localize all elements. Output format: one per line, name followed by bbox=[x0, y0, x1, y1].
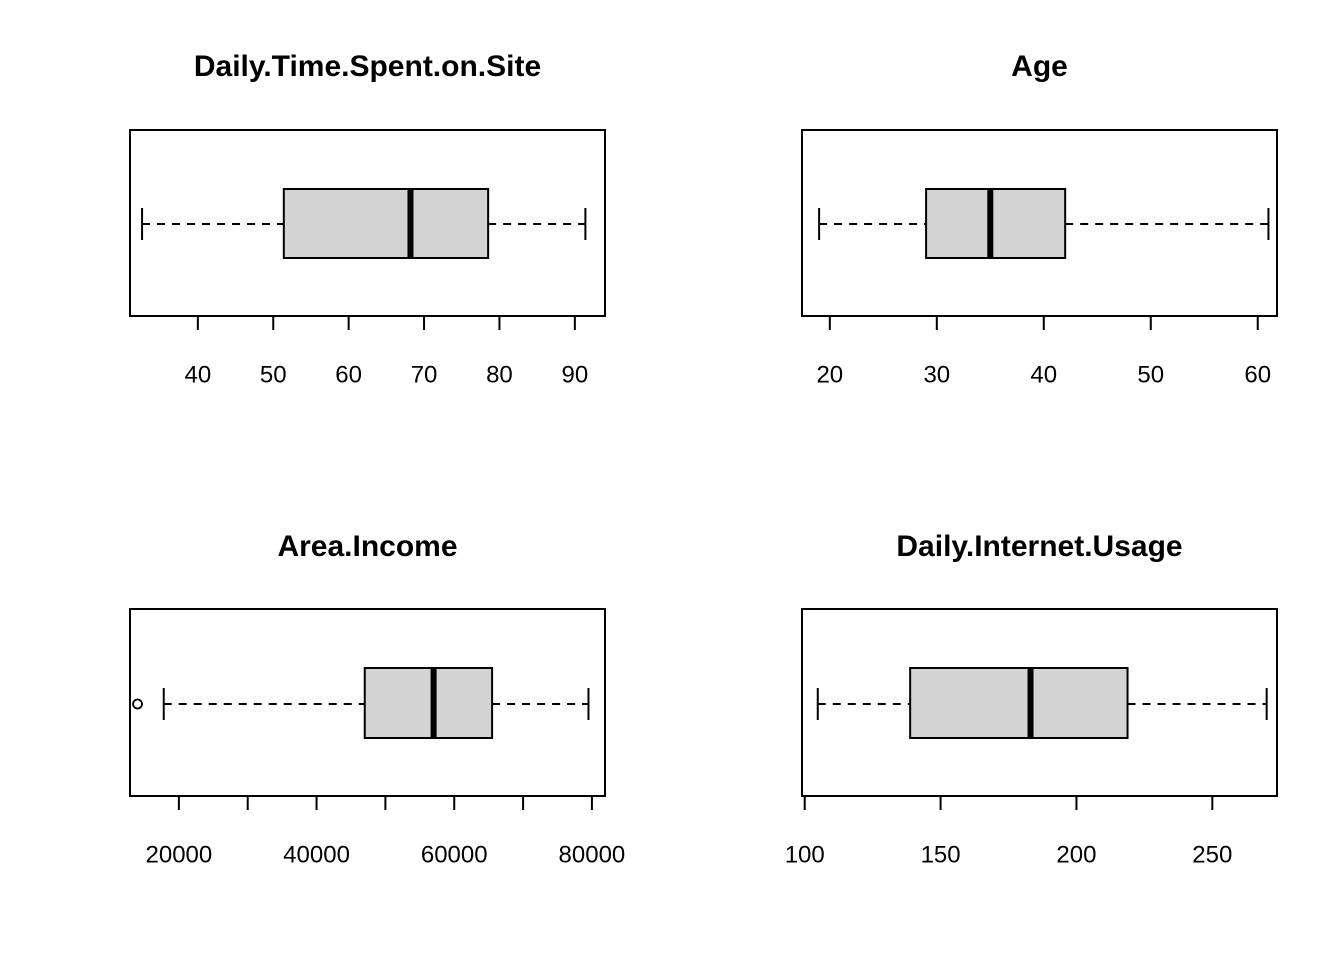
boxplot-panel-1: Daily.Time.Spent.on.Site 40 50 60 70 80 90 bbox=[129, 50, 606, 388]
chart-title: Daily.Internet.Usage bbox=[896, 530, 1182, 563]
x-tick-label: 30 bbox=[923, 361, 950, 388]
boxplot-panel-3: Area.Income 20000 40000 60000 80000 bbox=[129, 530, 626, 868]
x-tick-label: 70 bbox=[411, 361, 438, 388]
x-tick-label: 40000 bbox=[283, 841, 350, 868]
x-tick-label: 60 bbox=[335, 361, 362, 388]
x-tick-label: 80 bbox=[486, 361, 513, 388]
x-tick-label: 150 bbox=[921, 841, 961, 868]
x-tick-label: 100 bbox=[785, 841, 825, 868]
x-tick-label: 60000 bbox=[421, 841, 488, 868]
x-tick-label: 250 bbox=[1192, 841, 1232, 868]
iqr-box bbox=[282, 188, 490, 259]
x-tick-label: 200 bbox=[1056, 841, 1096, 868]
chart-title: Age bbox=[1011, 50, 1068, 83]
x-tick-label: 80000 bbox=[559, 841, 626, 868]
iqr-box bbox=[925, 188, 1067, 259]
outlier-point bbox=[132, 698, 143, 710]
x-tick-label: 40 bbox=[1030, 361, 1057, 388]
x-tick-label: 50 bbox=[1137, 361, 1164, 388]
iqr-box bbox=[909, 667, 1129, 739]
iqr-box bbox=[363, 667, 494, 739]
x-tick-label: 90 bbox=[561, 361, 588, 388]
x-tick-label: 40 bbox=[185, 361, 212, 388]
chart-title: Area.Income bbox=[277, 530, 457, 563]
x-tick-label: 20 bbox=[816, 361, 843, 388]
chart-title: Daily.Time.Spent.on.Site bbox=[194, 50, 541, 83]
x-tick-label: 50 bbox=[260, 361, 287, 388]
x-tick-label: 60 bbox=[1244, 361, 1271, 388]
boxplot-panel-2: Age 20 30 40 50 60 bbox=[801, 50, 1278, 388]
x-tick-label: 20000 bbox=[146, 841, 213, 868]
boxplot-panel-4: Daily.Internet.Usage 100 150 200 250 bbox=[785, 530, 1278, 868]
